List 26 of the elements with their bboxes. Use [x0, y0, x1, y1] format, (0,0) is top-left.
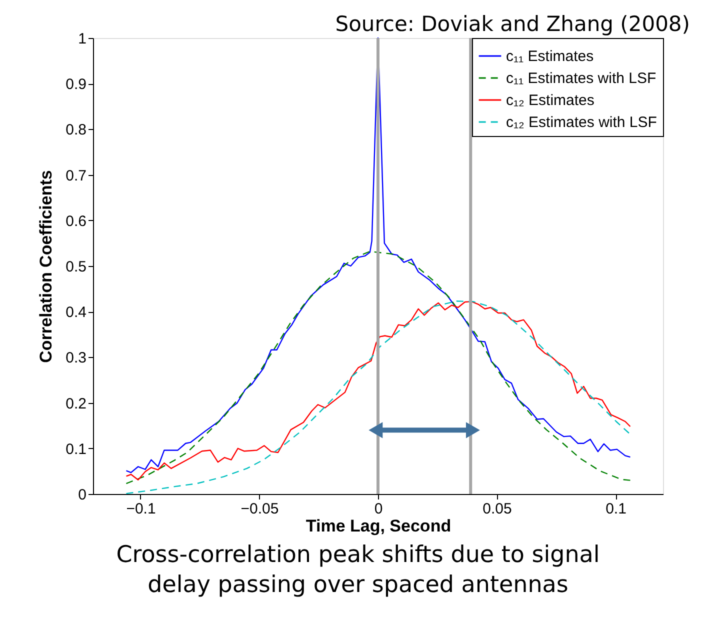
y-tick-label: 0.8	[66, 122, 86, 139]
text: Cross-correlation peak shifts due to signal delay passing over spaced antennas	[116, 542, 600, 598]
x-tick-label: −0.1	[126, 500, 156, 518]
y-tick-label: 0	[78, 486, 86, 504]
y-tick-label: 0.1	[66, 440, 86, 458]
source-note: Source: Doviak and Zhang (2008)	[335, 12, 690, 36]
x-axis-title: Time Lag, Second	[306, 516, 452, 536]
line-series	[126, 37, 631, 474]
x-tick-label: 0.05	[482, 500, 512, 518]
y-tick-label: 1	[78, 30, 86, 48]
x-tick-label: −0.05	[240, 500, 279, 518]
x-tick-label: 0	[374, 500, 383, 518]
legend-label: c₁₁ Estimates with LSF	[506, 70, 656, 87]
legend-label: c₁₁ Estimates	[506, 48, 594, 65]
y-axis-title: Correlation Coefficients	[36, 170, 56, 363]
y-tick-label: 0.4	[66, 304, 86, 322]
y-tick-label: 0.2	[66, 395, 86, 412]
legend-label: c₁₂ Estimates	[506, 92, 594, 109]
y-tick-label: 0.9	[66, 76, 86, 94]
x-tick-label: 0.1	[606, 500, 626, 518]
y-tick-label: 0.5	[66, 258, 86, 276]
y-tick-label: 0.6	[66, 212, 86, 230]
line-series	[126, 250, 631, 484]
y-tick-label: 0.7	[66, 167, 86, 184]
legend-label: c₁₂ Estimates with LSF	[506, 114, 657, 131]
y-tick-label: 0.3	[66, 350, 86, 367]
